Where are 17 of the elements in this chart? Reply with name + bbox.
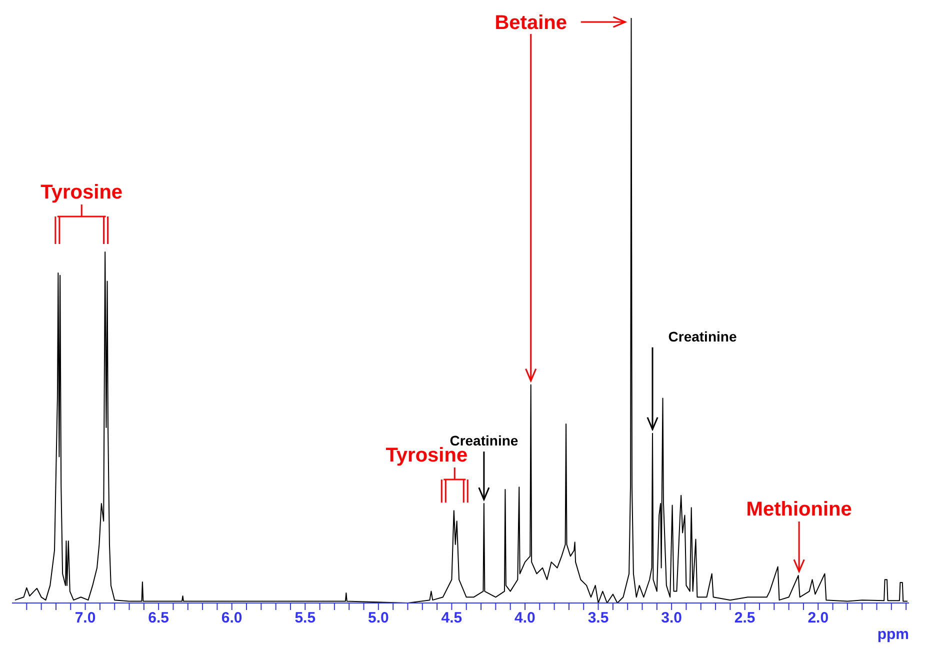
x-tick-label: 5.5	[294, 610, 316, 627]
x-axis-title: ppm	[877, 626, 909, 643]
x-tick-label: 5.0	[368, 610, 389, 627]
x-tick-label: 2.0	[808, 610, 829, 627]
annotation: Methionine	[746, 498, 852, 521]
annotation: Creatinine	[450, 432, 518, 449]
annotation: Betaine	[494, 12, 567, 34]
x-tick-label: 4.0	[514, 610, 536, 627]
x-tick-label: 3.5	[588, 610, 609, 627]
x-tick-label: 7.0	[74, 610, 96, 627]
x-tick-label: 6.0	[221, 610, 242, 627]
x-tick-label: 6.5	[148, 610, 169, 627]
annotation: Tyrosine	[40, 182, 123, 204]
x-tick-label: 2.5	[734, 610, 756, 627]
annotation: Creatinine	[668, 328, 737, 344]
x-tick-label: 3.0	[661, 610, 682, 627]
x-tick-label: 4.5	[441, 610, 462, 627]
